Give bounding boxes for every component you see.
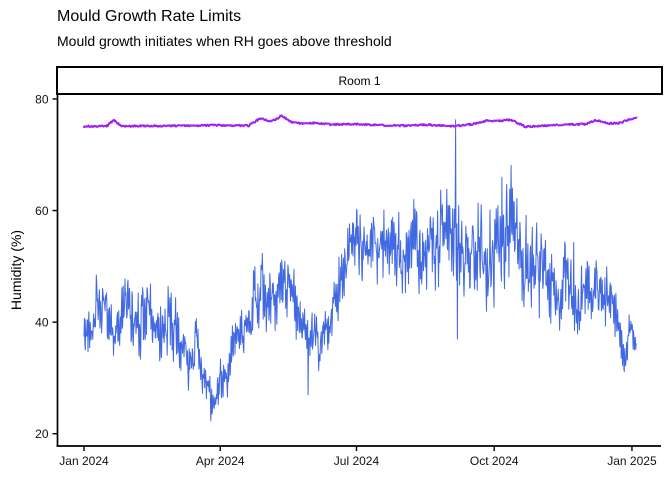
mould-growth-threshold-line [83,114,638,129]
x-tick-label: Oct 2024 [470,454,519,468]
series-group [83,114,638,422]
chart-subtitle: Mould growth initiates when RH goes abov… [57,33,392,49]
x-tick-label: Apr 2024 [196,454,245,468]
facet-strip: Room 1 [56,66,663,95]
y-tick-label: 80 [35,92,49,106]
x-tick-label: Jan 2025 [607,454,657,468]
x-tick-label: Jan 2024 [59,454,109,468]
facet-strip-label: Room 1 [338,73,381,88]
x-tick-label: Jul 2024 [334,454,380,468]
measured-humidity-line [83,119,637,422]
y-tick-label: 60 [35,204,49,218]
chart-title: Mould Growth Rate Limits [57,8,242,25]
y-tick-label: 40 [35,316,49,330]
y-tick-label: 20 [35,427,49,441]
